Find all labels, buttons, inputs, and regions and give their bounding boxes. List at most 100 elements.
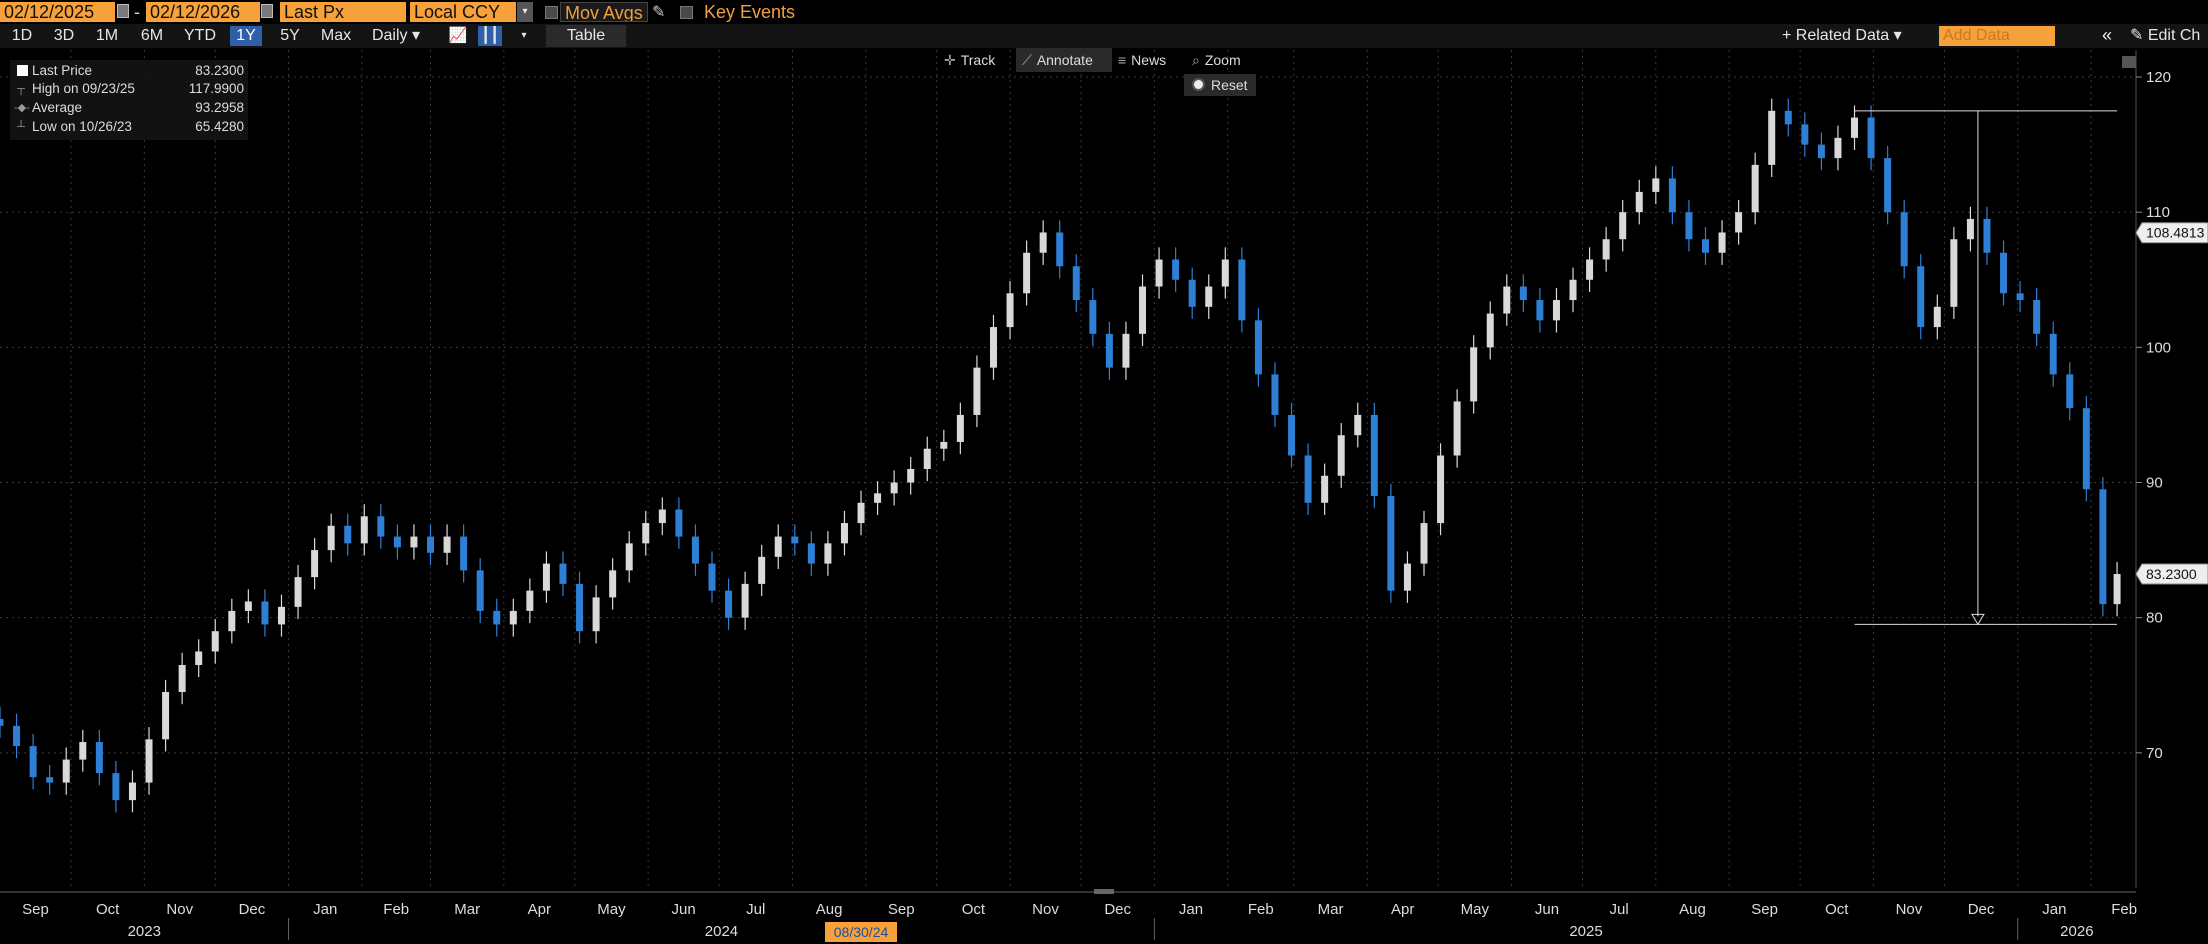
candle-body [1619, 212, 1627, 240]
candle-body [327, 525, 335, 551]
candle-body [46, 777, 54, 783]
collapse-icon[interactable]: « [2102, 25, 2113, 45]
news-button[interactable]: ≡ News [1118, 48, 1188, 72]
start-calendar-icon[interactable] [117, 4, 129, 18]
candle-body [725, 590, 733, 618]
key-events-checkbox[interactable] [680, 6, 693, 19]
reset-button[interactable]: Reset [1184, 74, 1256, 96]
candle-body [195, 651, 203, 665]
frequency-select[interactable]: Daily ▾ [371, 27, 421, 44]
x-tick-label: Sep [888, 901, 915, 918]
candle-body [1851, 117, 1859, 138]
scroll-handle [1094, 889, 1114, 894]
range-3d-button[interactable]: 3D [53, 27, 75, 44]
candle-body [2099, 489, 2107, 605]
candle-body [1023, 252, 1031, 294]
legend-average-value: 93.2958 [195, 100, 244, 115]
candle-body [2066, 374, 2074, 409]
x-tick-label: Nov [1896, 901, 1923, 918]
range-6m-button[interactable]: 6M [140, 27, 164, 44]
range-1d-button[interactable]: 1D [11, 27, 33, 44]
line-chart-icon[interactable]: 📈 [448, 27, 468, 44]
reset-icon [1192, 78, 1205, 91]
range-max-button[interactable]: Max [320, 27, 352, 44]
candle-body [29, 746, 37, 778]
add-data-input[interactable]: Add Data [1939, 26, 2055, 46]
chart-type-dropdown-icon[interactable]: ▾ [521, 30, 527, 41]
x-tick-label: Sep [1751, 901, 1778, 918]
start-date-field[interactable]: 02/12/2025 [0, 2, 115, 22]
edit-chart-button[interactable]: ✎ Edit Ch [2130, 27, 2201, 44]
legend-low-label: Low on 10/26/23 [32, 119, 132, 134]
x-tick-label: Aug [816, 901, 843, 918]
price-field-select[interactable]: Last Px [280, 2, 406, 22]
candle-body [1784, 110, 1792, 125]
candle-body [1155, 259, 1163, 287]
candle-body [1685, 212, 1693, 240]
range-5y-button[interactable]: 5Y [280, 27, 300, 44]
candle-body [989, 327, 997, 368]
x-tick-label: Apr [528, 901, 551, 918]
price-series [0, 98, 2121, 813]
annotate-button[interactable]: ⟋ Annotate [1016, 48, 1112, 72]
end-calendar-icon[interactable] [261, 4, 273, 18]
candle-body [311, 550, 319, 578]
candle-body [1834, 137, 1842, 159]
legend-high: ┬ High on 09/23/25 117.9900 [10, 80, 248, 98]
candle-body [294, 577, 302, 607]
candle-body [377, 516, 385, 537]
candle-body [1221, 259, 1229, 287]
candle-body [708, 563, 716, 591]
candle-body [1768, 110, 1776, 165]
candle-body [1006, 293, 1014, 328]
zoom-button[interactable]: ⌕ Zoom [1192, 48, 1262, 72]
end-date-field[interactable]: 02/12/2026 [146, 2, 260, 22]
candle-body [658, 509, 666, 524]
candle-body [145, 739, 153, 783]
y-axis-menu-icon [2122, 56, 2136, 68]
cursor-date-label: 08/30/24 [834, 924, 889, 940]
table-button[interactable]: Table [546, 25, 626, 47]
key-events-label[interactable]: Key Events [704, 2, 796, 22]
x-tick-label: Jun [1535, 901, 1559, 918]
candle-body [1701, 239, 1709, 253]
currency-dropdown-icon[interactable]: ▾ [517, 2, 533, 22]
candle-body [840, 523, 848, 544]
candlestick-chart-icon[interactable]: ┃┃ [478, 26, 502, 46]
candle-body [1668, 178, 1676, 213]
candle-body [1354, 414, 1362, 436]
candle-body [1105, 333, 1113, 368]
candle-body [427, 536, 435, 553]
news-icon: ≡ [1118, 52, 1127, 68]
candle-body [1552, 300, 1560, 321]
candle-body [874, 493, 882, 503]
related-data-button[interactable]: + Related Data ▾ [1782, 27, 1902, 44]
candle-body [576, 583, 584, 632]
candle-body [1304, 455, 1312, 503]
currency-select[interactable]: Local CCY [410, 2, 516, 22]
range-1y-button[interactable]: 1Y [230, 26, 262, 46]
candle-body [625, 543, 633, 571]
candle-body [1966, 218, 1974, 240]
mov-avgs-label[interactable]: Mov Avgs [560, 2, 648, 22]
candle-body [211, 631, 219, 652]
range-ytd-button[interactable]: YTD [184, 27, 216, 44]
candle-body [1139, 286, 1147, 334]
track-button[interactable]: ✛ Track [944, 48, 1010, 72]
candle-body [1072, 266, 1080, 301]
candle-body [1735, 212, 1743, 233]
zoom-icon: ⌕ [1192, 52, 1200, 68]
candle-body [277, 606, 285, 625]
pencil-icon[interactable]: ✎ [652, 4, 666, 21]
x-axis: Sep Oct Nov Dec Jan Feb Mar Apr May Jun Jul Aug Sep O… [0, 889, 2137, 942]
candle-body [410, 536, 418, 548]
candle-body [476, 570, 484, 611]
candle-body [542, 563, 550, 591]
range-bar: 1D 3D 1M 6M YTD 1Y 5Y Max Daily ▾ 📈 ┃┃ ▾… [0, 24, 2208, 48]
legend-average-icon: -◆- [14, 102, 30, 114]
mov-avgs-checkbox[interactable] [545, 6, 558, 19]
candle-body [923, 448, 931, 469]
range-1m-button[interactable]: 1M [95, 27, 119, 44]
candle-body [1337, 435, 1345, 476]
